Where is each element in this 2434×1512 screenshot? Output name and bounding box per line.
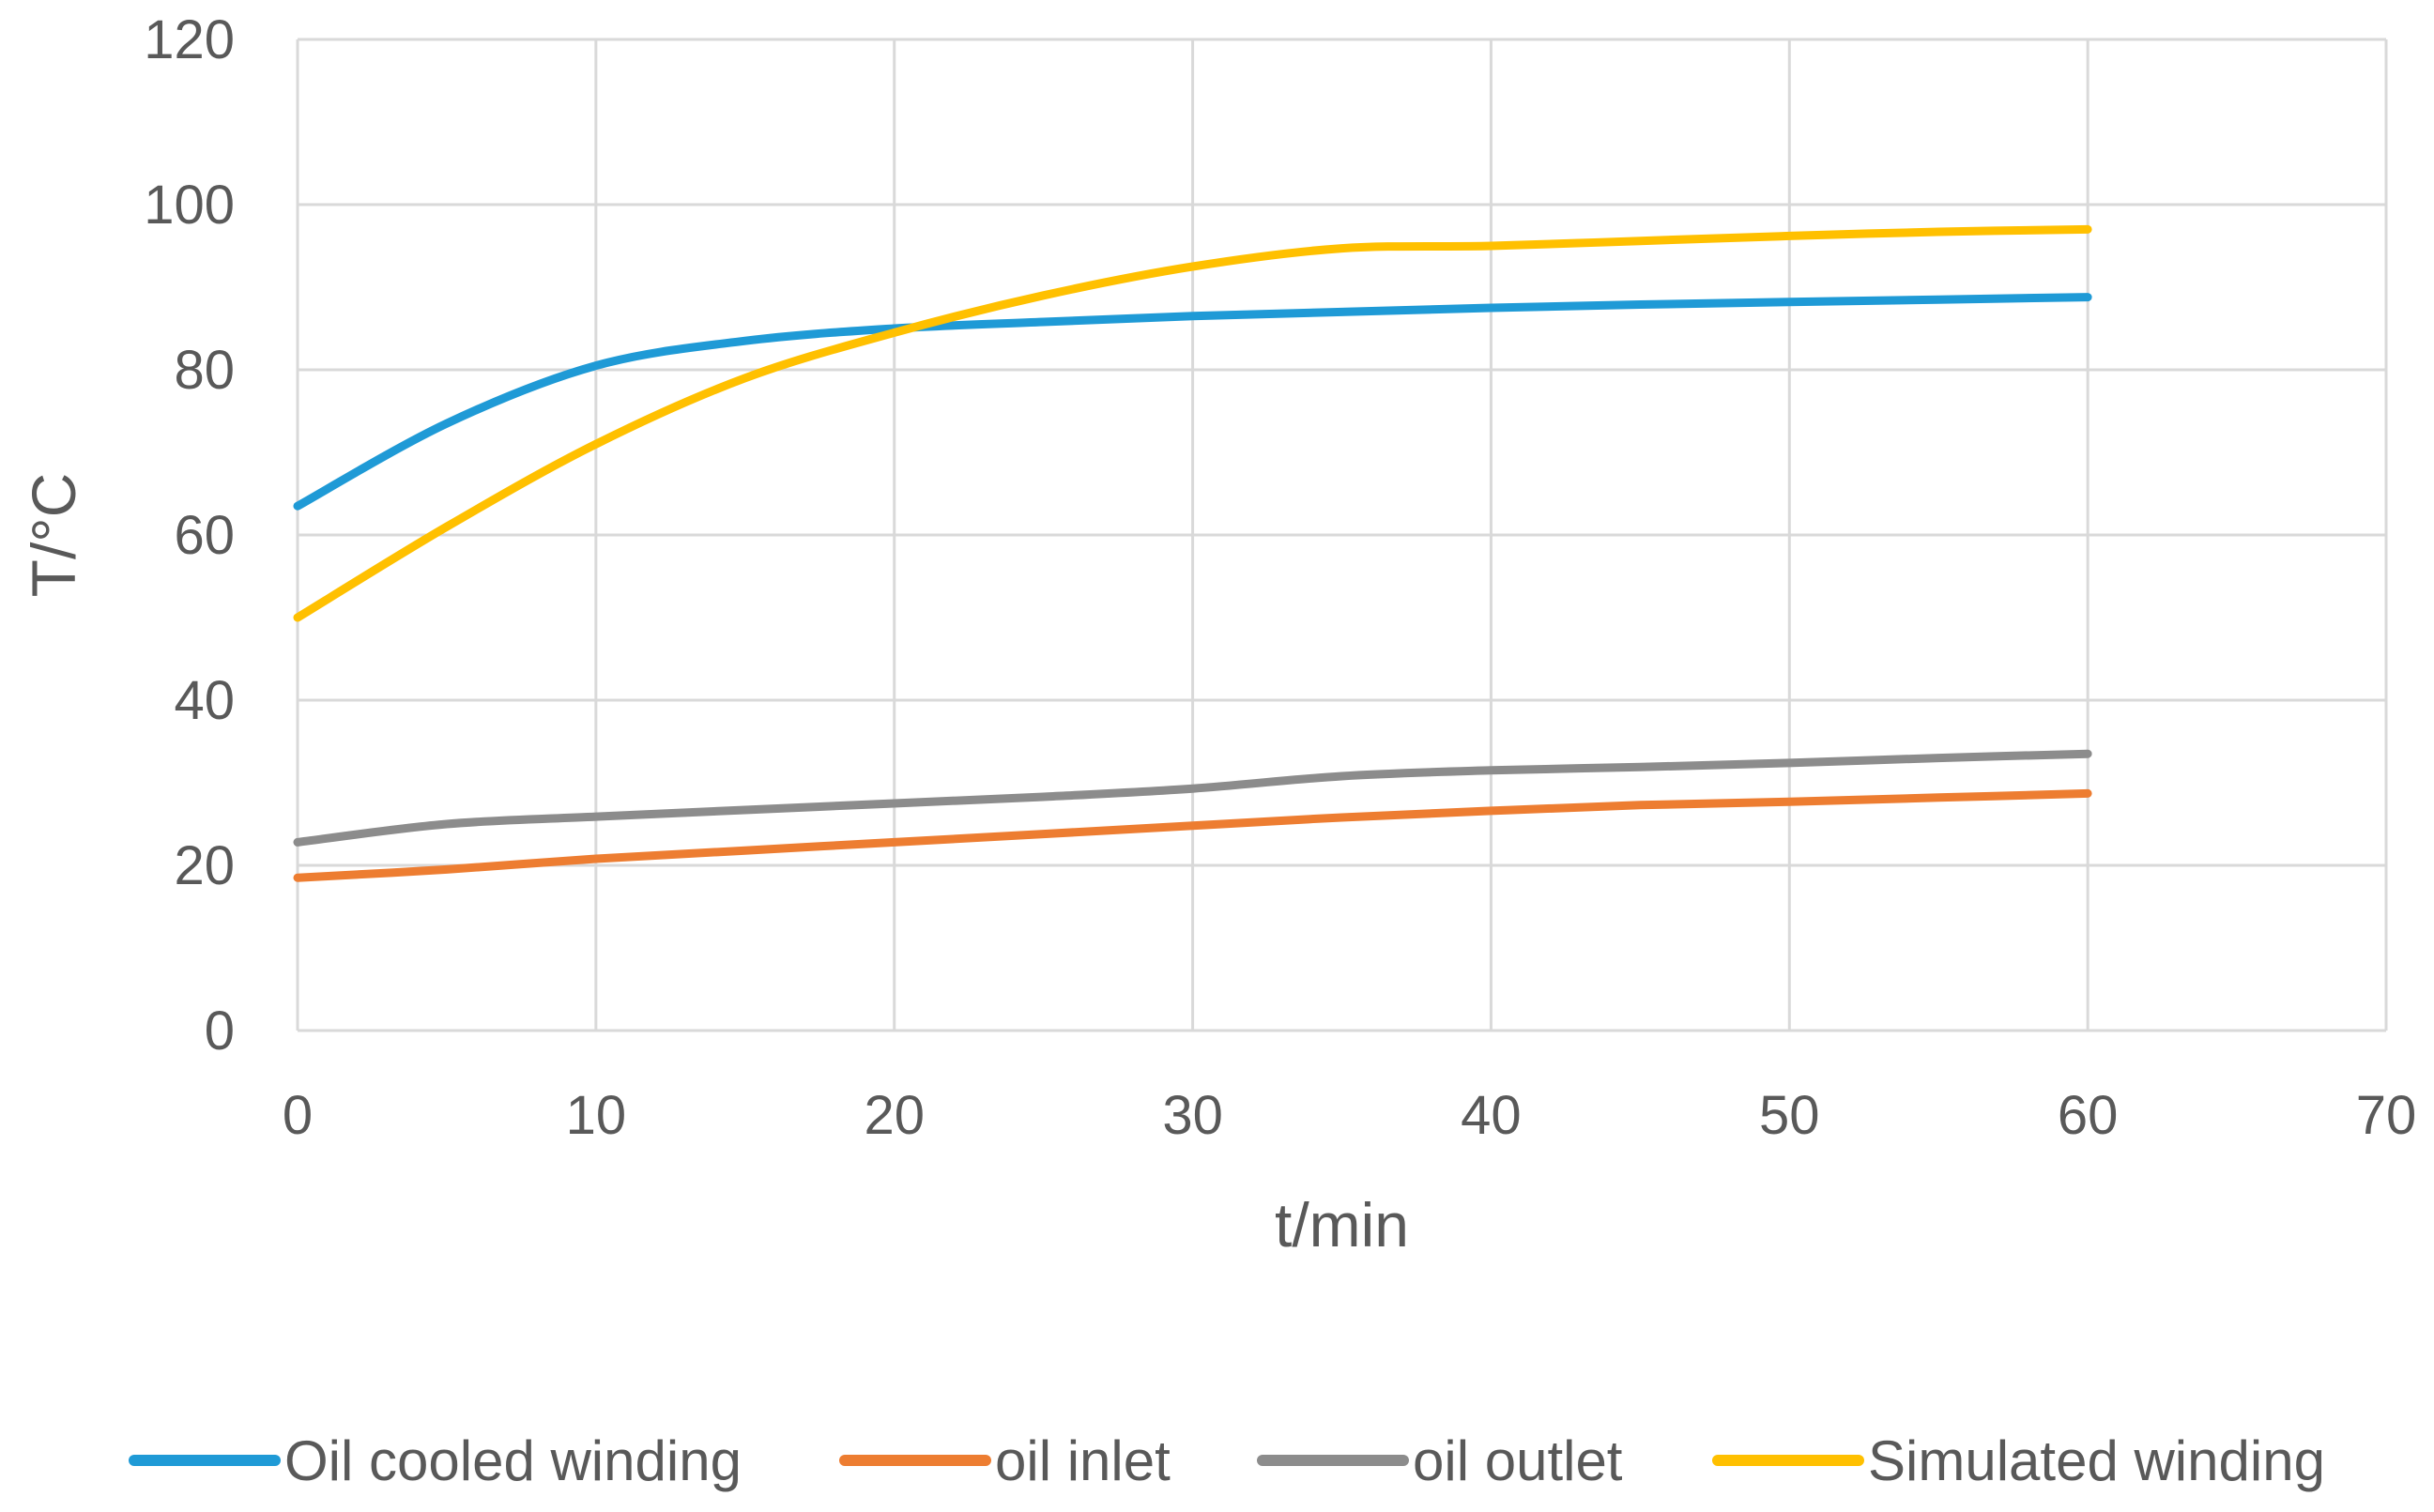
series-lines bbox=[293, 224, 2092, 882]
x-axis-title: t/min bbox=[1275, 1190, 1409, 1260]
x-tick-label: 60 bbox=[2058, 1085, 2119, 1146]
grid bbox=[296, 38, 2388, 1032]
legend: Oil cooled winding oil inlet oil outlet Sim… bbox=[129, 1429, 2325, 1492]
y-tick-label: 60 bbox=[174, 505, 235, 566]
series-line-oil-outlet bbox=[293, 749, 2092, 847]
series-line-oil-cooled-winding bbox=[293, 293, 2092, 511]
y-tick-label: 100 bbox=[144, 175, 235, 236]
y-axis-ticks: 0 20 40 60 80 100 120 bbox=[144, 9, 235, 1061]
x-tick-label: 0 bbox=[283, 1085, 313, 1146]
legend-label-oil-outlet: oil outlet bbox=[1413, 1429, 1623, 1492]
series-line-oil-inlet bbox=[293, 788, 2092, 882]
x-tick-label: 50 bbox=[1759, 1085, 1820, 1146]
series-line-simulated-winding bbox=[293, 224, 2092, 622]
x-tick-label: 10 bbox=[566, 1085, 627, 1146]
y-tick-label: 40 bbox=[174, 670, 235, 731]
y-tick-label: 80 bbox=[174, 340, 235, 401]
x-tick-label: 30 bbox=[1162, 1085, 1223, 1146]
legend-label-oil-inlet: oil inlet bbox=[995, 1429, 1171, 1492]
x-tick-label: 20 bbox=[864, 1085, 925, 1146]
y-tick-label: 0 bbox=[205, 1000, 235, 1061]
y-tick-label: 120 bbox=[144, 9, 235, 70]
x-axis-ticks: 0 10 20 30 40 50 60 70 bbox=[283, 1085, 2416, 1146]
y-tick-label: 20 bbox=[174, 835, 235, 896]
x-tick-label: 70 bbox=[2356, 1085, 2417, 1146]
y-axis-title: T/°C bbox=[19, 473, 88, 598]
legend-label-oil-cooled-winding: Oil cooled winding bbox=[284, 1429, 742, 1492]
legend-label-simulated-winding: Simulated winding bbox=[1868, 1429, 2325, 1492]
x-tick-label: 40 bbox=[1461, 1085, 1522, 1146]
